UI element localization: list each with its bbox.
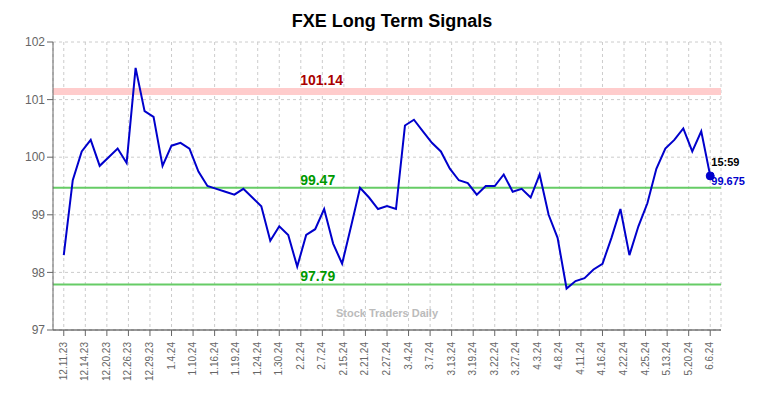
- svg-text:97: 97: [32, 323, 46, 337]
- svg-text:101.14: 101.14: [300, 72, 343, 88]
- svg-text:4.16.24: 4.16.24: [596, 342, 607, 376]
- svg-text:97.79: 97.79: [300, 268, 335, 284]
- svg-text:4.3.24: 4.3.24: [532, 342, 543, 370]
- svg-text:4.8.24: 4.8.24: [553, 342, 564, 370]
- svg-text:6.6.24: 6.6.24: [704, 342, 715, 370]
- svg-text:99.675: 99.675: [711, 175, 745, 187]
- svg-text:12.26.23: 12.26.23: [122, 342, 133, 381]
- svg-text:2.27.24: 2.27.24: [381, 342, 392, 376]
- svg-text:5.20.24: 5.20.24: [683, 342, 694, 376]
- svg-text:12.14.23: 12.14.23: [79, 342, 90, 381]
- svg-text:1.19.24: 1.19.24: [230, 342, 241, 376]
- svg-text:3.27.24: 3.27.24: [510, 342, 521, 376]
- svg-text:99: 99: [32, 208, 46, 222]
- svg-text:12.20.23: 12.20.23: [101, 342, 112, 381]
- html-text:FXE Long Term Signals: FXE Long Term Signals: [291, 11, 493, 31]
- svg-text:101: 101: [25, 93, 45, 107]
- svg-text:5.13.24: 5.13.24: [661, 342, 672, 376]
- svg-text:4.11.24: 4.11.24: [575, 342, 586, 375]
- svg-text:3.13.24: 3.13.24: [446, 342, 457, 376]
- svg-text:98: 98: [32, 266, 46, 280]
- svg-text:Stock Traders Daily: Stock Traders Daily: [336, 307, 439, 319]
- svg-text:2.21.24: 2.21.24: [359, 342, 370, 376]
- svg-text:3.22.24: 3.22.24: [489, 342, 500, 376]
- svg-text:12.11.23: 12.11.23: [58, 342, 69, 381]
- svg-text:4.25.24: 4.25.24: [640, 342, 651, 376]
- svg-text:1.24.24: 1.24.24: [252, 342, 263, 376]
- svg-text:3.4.24: 3.4.24: [403, 342, 414, 370]
- svg-text:1.10.24: 1.10.24: [187, 342, 198, 376]
- svg-text:3.7.24: 3.7.24: [424, 342, 435, 370]
- svg-text:2.2.24: 2.2.24: [295, 342, 306, 370]
- svg-text:2.15.24: 2.15.24: [338, 342, 349, 376]
- svg-text:102: 102: [25, 35, 45, 49]
- svg-text:3.19.24: 3.19.24: [467, 342, 478, 376]
- svg-text:4.22.24: 4.22.24: [618, 342, 629, 376]
- svg-text:99.47: 99.47: [300, 172, 335, 188]
- svg-text:15:59: 15:59: [711, 156, 739, 168]
- svg-text:1.4.24: 1.4.24: [166, 342, 177, 370]
- svg-text:12.29.23: 12.29.23: [144, 342, 155, 381]
- svg-text:1.16.24: 1.16.24: [209, 342, 220, 376]
- svg-text:1.30.24: 1.30.24: [273, 342, 284, 376]
- svg-text:2.7.24: 2.7.24: [316, 342, 327, 370]
- svg-text:100: 100: [25, 150, 45, 164]
